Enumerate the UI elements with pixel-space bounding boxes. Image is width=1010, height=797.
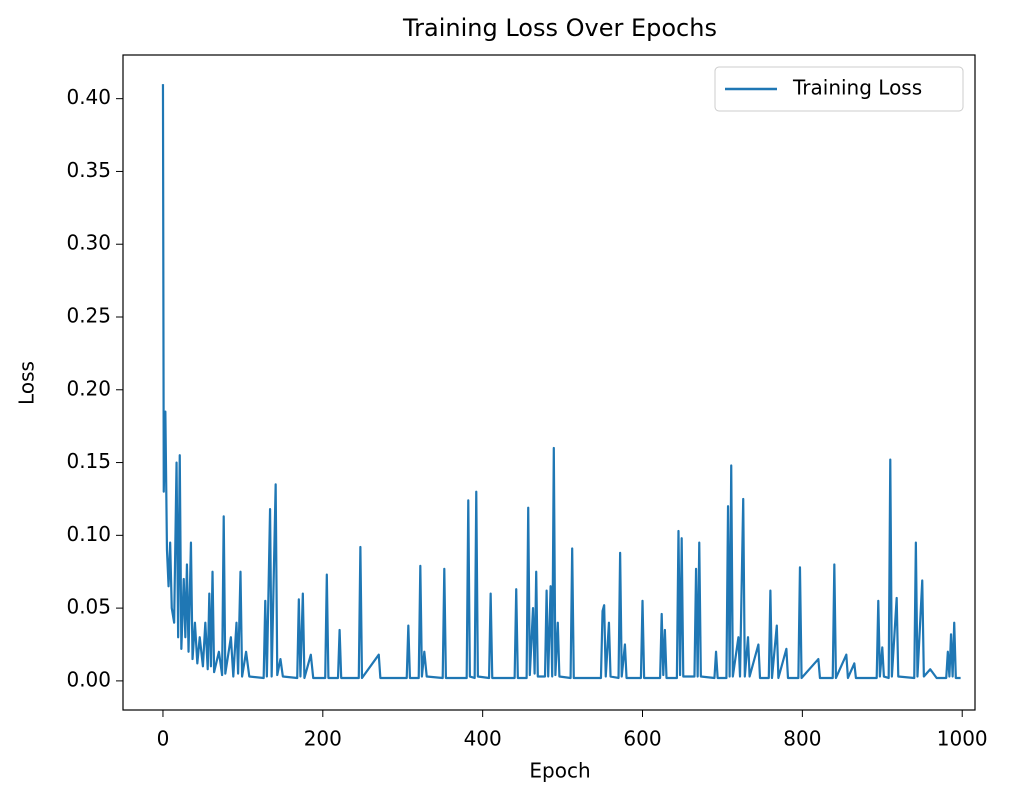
y-tick-label: 0.35 [66, 158, 111, 182]
y-axis-label: Loss [15, 361, 39, 405]
x-tick-label: 200 [304, 727, 342, 751]
y-tick-label: 0.40 [66, 85, 111, 109]
y-tick-label: 0.25 [66, 304, 111, 328]
x-tick-label: 600 [623, 727, 661, 751]
legend-label: Training Loss [792, 76, 922, 100]
y-tick-label: 0.30 [66, 231, 111, 255]
y-tick-label: 0.10 [66, 522, 111, 546]
x-tick-label: 0 [157, 727, 170, 751]
plot-frame [122, 54, 976, 711]
y-tick-label: 0.05 [66, 595, 111, 619]
x-tick-label: 800 [783, 727, 821, 751]
chart-title: Training Loss Over Epochs [402, 14, 717, 42]
x-axis-label: Epoch [529, 759, 590, 783]
y-tick-label: 0.00 [66, 667, 111, 691]
x-tick-label: 400 [464, 727, 502, 751]
legend-box [714, 66, 964, 112]
y-tick-label: 0.20 [66, 376, 111, 400]
y-tick-label: 0.15 [66, 449, 111, 473]
x-tick-label: 1000 [937, 727, 988, 751]
line-series [161, 84, 961, 680]
